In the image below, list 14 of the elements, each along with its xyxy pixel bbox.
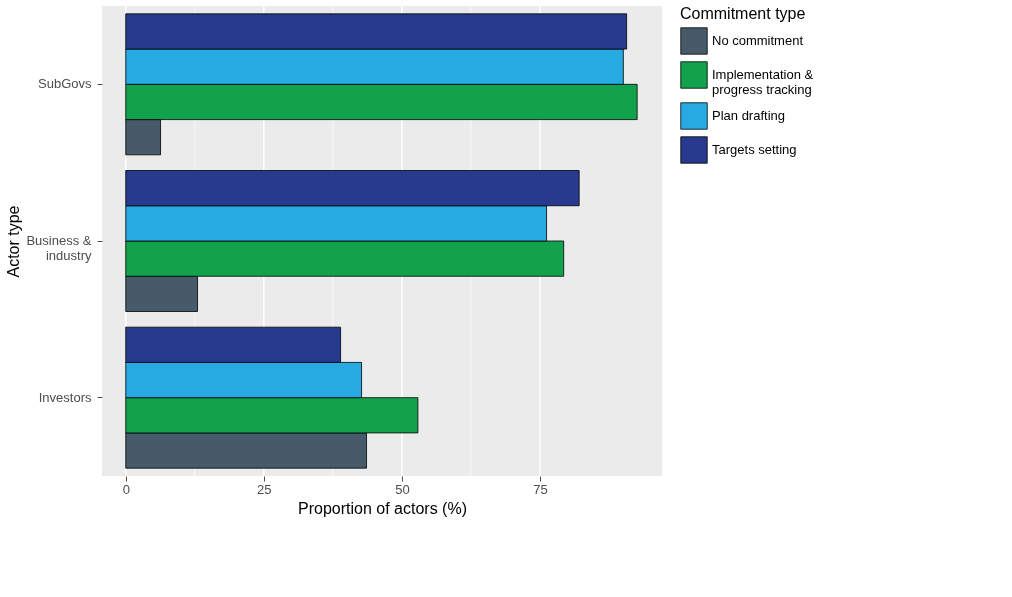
x-axis-title: Proportion of actors (%): [298, 499, 467, 517]
y-tick-label: Business & industry: [26, 233, 92, 263]
x-tick-label: 75: [533, 481, 548, 497]
legend-label: Plan drafting: [712, 108, 785, 123]
legend-label: Implementation & progress tracking: [712, 67, 814, 97]
x-tick-label: 25: [257, 481, 272, 497]
y-tick-label: Investors: [38, 389, 92, 405]
x-tick-label: 0: [122, 481, 130, 497]
x-tick-label: 50: [395, 481, 410, 497]
y-axis-title: Actor type: [5, 205, 23, 278]
legend-label: No commitment: [712, 33, 804, 48]
legend-label: Targets setting: [712, 142, 797, 157]
legend-title: Commitment type: [680, 5, 806, 22]
y-tick-label: SubGovs: [38, 76, 92, 92]
